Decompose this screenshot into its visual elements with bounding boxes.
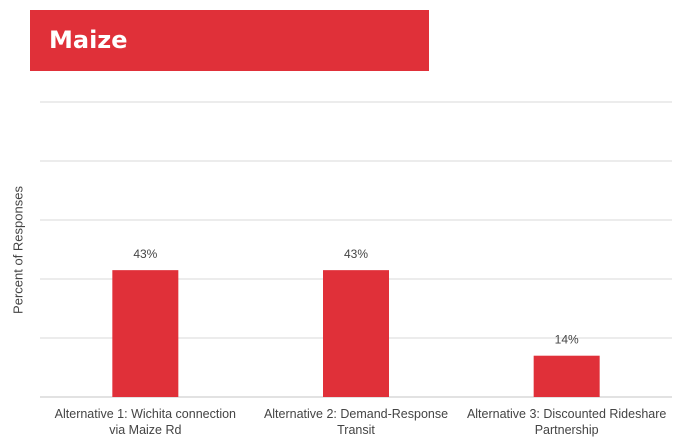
title-banner: Maize xyxy=(30,10,429,71)
data-label-2: 43% xyxy=(344,247,368,261)
x-tick-label-3: Alternative 3: Discounted Rideshare Part… xyxy=(466,407,667,437)
bars xyxy=(112,270,600,397)
data-label-3: 14% xyxy=(555,333,579,347)
bar-2 xyxy=(323,270,389,397)
x-tick-label-2: Alternative 2: Demand-Response Transit xyxy=(263,407,449,437)
chart-title: Maize xyxy=(49,26,128,54)
data-labels: 43% 43% 14% xyxy=(133,247,579,347)
bar-1 xyxy=(112,270,179,397)
bar-3 xyxy=(533,355,600,397)
x-tick-label-1: Alternative 1: Wichita connection via Ma… xyxy=(54,407,236,437)
data-label-1: 43% xyxy=(133,247,157,261)
